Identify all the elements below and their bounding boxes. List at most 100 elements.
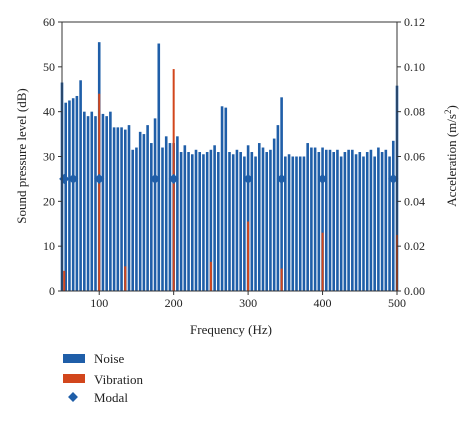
noise-bar bbox=[336, 149, 339, 291]
noise-bar bbox=[362, 156, 365, 291]
noise-bar bbox=[146, 125, 149, 292]
modal-marker bbox=[68, 173, 79, 185]
noise-bar bbox=[75, 95, 79, 291]
noise-bar bbox=[332, 152, 336, 291]
noise-bar bbox=[131, 149, 135, 291]
noise-bar bbox=[112, 127, 116, 291]
noise-bar bbox=[380, 152, 384, 291]
noise-bar bbox=[384, 149, 388, 291]
noise-bar bbox=[235, 149, 239, 291]
vibration-bar bbox=[63, 270, 66, 291]
noise-bar bbox=[205, 152, 209, 291]
noise-bar bbox=[161, 147, 164, 291]
noise-bar bbox=[354, 154, 358, 291]
noise-bar bbox=[71, 98, 75, 291]
vibration-bar bbox=[321, 232, 324, 291]
noise-bar bbox=[86, 116, 90, 292]
x-tick-label: 300 bbox=[239, 296, 257, 310]
noise-bar bbox=[179, 152, 183, 291]
vibration-bar bbox=[247, 221, 250, 291]
x-tick-label: 400 bbox=[314, 296, 332, 310]
noise-bar bbox=[198, 152, 202, 291]
y-left-axis-title: Sound pressure level (dB) bbox=[14, 88, 29, 223]
noise-bar bbox=[365, 152, 369, 291]
y-right-axis-title-text: Acceleration (m/s bbox=[444, 114, 459, 207]
modal-marker bbox=[149, 173, 161, 185]
noise-bar bbox=[120, 127, 123, 291]
noise-bar bbox=[328, 149, 332, 291]
y-left-tick-label: 50 bbox=[43, 60, 55, 74]
y-left-tick-label: 10 bbox=[43, 239, 55, 253]
noise-bar bbox=[269, 149, 272, 291]
noise-bar bbox=[217, 152, 220, 291]
y-left-tick-label: 40 bbox=[43, 105, 55, 119]
noise-bar bbox=[388, 156, 391, 291]
legend: Noise Vibration Modal bbox=[63, 351, 144, 405]
y-right-tick-label: 0.10 bbox=[404, 60, 425, 74]
noise-bar bbox=[347, 149, 350, 291]
noise-bar bbox=[339, 156, 343, 291]
noise-bar bbox=[373, 156, 376, 291]
noise-bar bbox=[190, 154, 194, 291]
x-axis-title: Frequency (Hz) bbox=[190, 322, 272, 337]
noise-bar bbox=[291, 156, 295, 291]
y-right-axis-title: Acceleration (m/s2) bbox=[443, 105, 459, 207]
noise-bars bbox=[60, 42, 399, 292]
vibration-bar bbox=[209, 261, 212, 291]
noise-bar bbox=[313, 147, 317, 291]
legend-vibration-label: Vibration bbox=[94, 372, 144, 387]
noise-bar bbox=[127, 125, 131, 292]
noise-bar bbox=[284, 156, 287, 291]
noise-bar bbox=[79, 80, 82, 291]
noise-bar bbox=[265, 152, 269, 291]
noise-bar bbox=[276, 125, 280, 292]
y-right-tick-label: 0.06 bbox=[404, 150, 425, 164]
legend-noise-label: Noise bbox=[94, 351, 125, 366]
legend-modal-label: Modal bbox=[94, 390, 128, 405]
noise-bar bbox=[261, 147, 265, 291]
noise-bar bbox=[250, 152, 254, 291]
y-right-tick-label: 0.08 bbox=[404, 105, 425, 119]
noise-bar bbox=[142, 134, 146, 291]
noise-bar bbox=[280, 97, 283, 291]
noise-bar bbox=[94, 116, 97, 292]
noise-bar bbox=[295, 156, 298, 291]
noise-bar bbox=[310, 147, 313, 291]
noise-bar bbox=[116, 127, 120, 291]
noise-bar bbox=[209, 149, 213, 291]
modal-marker bbox=[59, 173, 70, 185]
noise-bar bbox=[101, 113, 105, 291]
legend-noise-swatch bbox=[63, 354, 85, 363]
noise-bar bbox=[168, 143, 172, 291]
noise-bar bbox=[377, 147, 380, 291]
noise-bar bbox=[272, 138, 276, 291]
noise-bar bbox=[123, 129, 127, 291]
noise-bar bbox=[239, 152, 242, 291]
modal-marker bbox=[388, 173, 399, 185]
noise-bar bbox=[194, 149, 198, 291]
noise-bar bbox=[391, 140, 395, 291]
noise-bar bbox=[150, 143, 153, 291]
x-tick-label: 500 bbox=[388, 296, 406, 310]
noise-bar bbox=[243, 156, 246, 291]
noise-bar bbox=[254, 156, 257, 291]
noise-bar bbox=[224, 107, 228, 291]
vibration-bar bbox=[124, 266, 127, 291]
y-left-tick-label: 0 bbox=[49, 284, 55, 298]
noise-bar bbox=[321, 147, 324, 291]
modal-marker bbox=[276, 173, 287, 185]
noise-bar bbox=[138, 131, 142, 291]
noise-bar bbox=[369, 149, 373, 291]
modal-marker bbox=[168, 173, 179, 185]
noise-bar bbox=[351, 149, 354, 291]
y-left-tick-label: 20 bbox=[43, 194, 55, 208]
noise-bar bbox=[202, 154, 205, 291]
noise-bar bbox=[220, 106, 224, 291]
noise-bar bbox=[183, 145, 187, 291]
y-left-tick-label: 30 bbox=[43, 150, 55, 164]
x-tick-label: 100 bbox=[90, 296, 108, 310]
noise-bar bbox=[135, 147, 138, 291]
y-left-axis-ticks: 0 10 20 30 40 50 60 bbox=[43, 15, 62, 298]
noise-bar bbox=[176, 136, 179, 291]
